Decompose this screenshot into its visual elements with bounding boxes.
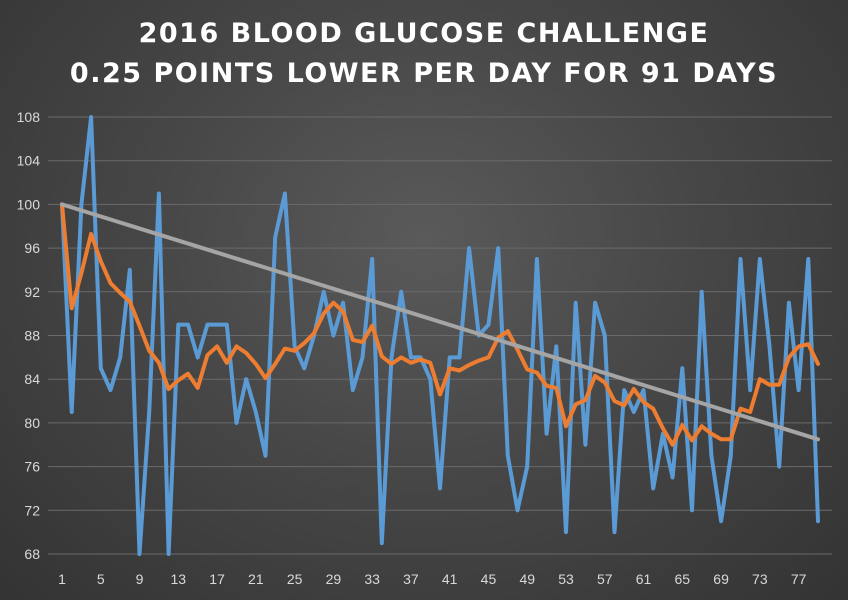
daily-glucose-line bbox=[60, 115, 820, 556]
y-axis-ticks: 68 72 76 80 84 88 92 96 100 104 108 bbox=[17, 109, 41, 562]
x-tick-label: 25 bbox=[287, 571, 303, 587]
x-tick-label: 1 bbox=[58, 571, 66, 587]
y-tick-label: 104 bbox=[17, 153, 41, 169]
x-tick-label: 69 bbox=[713, 571, 729, 587]
x-tick-label: 65 bbox=[675, 571, 691, 587]
y-tick-label: 88 bbox=[24, 328, 40, 344]
y-tick-label: 80 bbox=[24, 415, 40, 431]
target-trend-line bbox=[60, 202, 820, 442]
chart-title: 2016 BLOOD GLUCOSE CHALLENGE bbox=[138, 18, 710, 49]
y-tick-label: 108 bbox=[17, 109, 41, 125]
x-tick-label: 61 bbox=[636, 571, 652, 587]
x-tick-label: 73 bbox=[752, 571, 768, 587]
x-tick-label: 5 bbox=[97, 571, 105, 587]
y-tick-label: 100 bbox=[17, 196, 41, 212]
y-tick-label: 96 bbox=[24, 240, 40, 256]
y-tick-label: 92 bbox=[24, 284, 40, 300]
moving-average-line bbox=[60, 202, 820, 447]
x-tick-label: 53 bbox=[558, 571, 574, 587]
x-tick-label: 17 bbox=[209, 571, 225, 587]
y-tick-label: 76 bbox=[24, 459, 40, 475]
x-axis-ticks: 1 5 9 13 17 21 25 29 33 37 41 45 49 53 57 61 65 69 73 77 bbox=[58, 571, 807, 587]
y-tick-label: 72 bbox=[24, 502, 40, 518]
x-tick-label: 33 bbox=[364, 571, 380, 587]
x-tick-label: 77 bbox=[791, 571, 807, 587]
chart-subtitle: 0.25 POINTS LOWER PER DAY FOR 91 DAYS bbox=[69, 58, 779, 89]
x-tick-label: 9 bbox=[136, 571, 144, 587]
y-tick-label: 84 bbox=[24, 371, 40, 387]
x-tick-label: 49 bbox=[519, 571, 535, 587]
x-tick-label: 13 bbox=[171, 571, 187, 587]
x-tick-label: 29 bbox=[326, 571, 342, 587]
x-tick-label: 37 bbox=[403, 571, 419, 587]
x-tick-label: 41 bbox=[442, 571, 458, 587]
x-tick-label: 21 bbox=[248, 571, 264, 587]
y-tick-label: 68 bbox=[24, 546, 40, 562]
x-tick-label: 45 bbox=[481, 571, 497, 587]
x-tick-label: 57 bbox=[597, 571, 613, 587]
series-lines bbox=[60, 115, 820, 556]
